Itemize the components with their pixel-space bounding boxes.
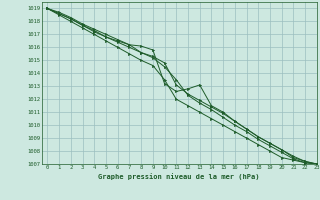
X-axis label: Graphe pression niveau de la mer (hPa): Graphe pression niveau de la mer (hPa) [99, 173, 260, 180]
